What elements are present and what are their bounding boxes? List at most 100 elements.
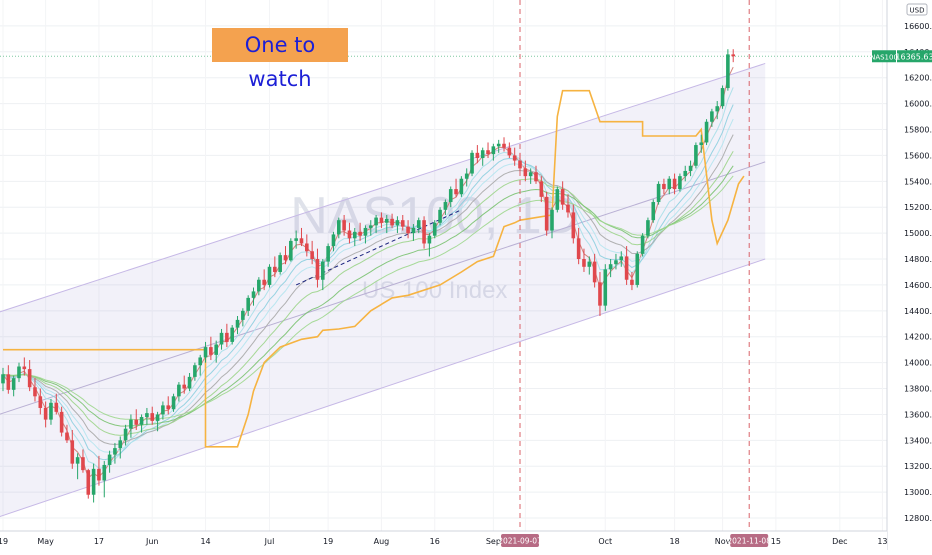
candle-down xyxy=(86,470,91,495)
candle-down xyxy=(299,238,304,244)
candle-up xyxy=(17,366,21,379)
candle-down xyxy=(38,396,43,408)
grid xyxy=(0,0,887,531)
candle-up xyxy=(614,260,618,265)
symbol-tag xyxy=(872,50,896,63)
candle-up xyxy=(416,220,421,228)
candle-down xyxy=(518,160,522,169)
candle-down xyxy=(43,407,48,420)
time-tick-label: 19 xyxy=(0,537,8,546)
price-tick-label: 13400.00 xyxy=(904,436,932,445)
candle-down xyxy=(81,457,85,471)
date-badge-label: 2021-09-07 xyxy=(498,537,542,546)
candle-down xyxy=(33,387,37,397)
price-tick-label: 12800.00 xyxy=(904,514,932,523)
candle-down xyxy=(310,251,314,260)
candle-down xyxy=(624,256,629,280)
candle-down xyxy=(576,238,581,260)
candle-up xyxy=(129,419,133,429)
candle-down xyxy=(166,405,171,410)
candle-up xyxy=(432,222,437,236)
candle-down xyxy=(209,347,213,355)
candle-up xyxy=(720,88,725,107)
candle-up xyxy=(726,54,730,89)
candle-up xyxy=(635,253,640,285)
candle-down xyxy=(390,218,394,226)
candle-up xyxy=(257,279,261,292)
candle-up xyxy=(464,173,469,179)
price-tick-label: 14600.00 xyxy=(904,281,932,290)
candle-up xyxy=(49,402,53,420)
price-tick-label: 15200.00 xyxy=(904,203,932,212)
candle-up xyxy=(704,121,709,143)
candle-down xyxy=(422,220,426,244)
candle-up xyxy=(363,227,368,236)
last-price-tag xyxy=(897,50,932,63)
candle-up xyxy=(608,264,613,270)
candle-down xyxy=(150,413,155,421)
ma-line xyxy=(2,134,734,446)
candle-up xyxy=(491,146,496,155)
candle-up xyxy=(177,384,181,397)
price-tick-label: 16000.00 xyxy=(904,100,932,109)
candle-down xyxy=(731,54,736,57)
price-tick-label: 15400.00 xyxy=(904,177,932,186)
time-tick-label: 13 xyxy=(877,537,887,546)
candle-up xyxy=(246,297,250,311)
currency-label: USD xyxy=(910,7,925,15)
candle-up xyxy=(331,234,336,247)
candle-up xyxy=(241,310,245,320)
candle-up xyxy=(75,457,80,464)
candle-up xyxy=(113,448,117,455)
candle-up xyxy=(480,150,485,159)
candle-down xyxy=(534,172,538,182)
price-tick-label: 14200.00 xyxy=(904,333,932,342)
date-badge xyxy=(501,534,540,547)
candle-up xyxy=(395,220,400,226)
ma-line xyxy=(2,165,734,427)
candle-up xyxy=(161,405,165,415)
candle-up xyxy=(619,256,624,261)
time-axis: 19 May 17 Jun 14 Jul 19 Aug 16 Sep 13 Oct 18 Nov 15 Dec… xyxy=(0,530,888,550)
candle-down xyxy=(273,266,277,272)
channel-upper-line xyxy=(0,62,766,313)
candle-down xyxy=(59,411,64,433)
candle-up xyxy=(91,468,96,495)
candle-down xyxy=(539,181,544,197)
candle-up xyxy=(555,189,560,210)
candle-down xyxy=(662,183,666,190)
candle-down xyxy=(502,143,506,148)
ma-line xyxy=(2,175,734,421)
candle-up xyxy=(651,202,656,221)
candle-up xyxy=(683,170,688,177)
time-tick-label: Dec xyxy=(832,537,847,546)
candle-up xyxy=(171,396,176,410)
candle-up xyxy=(235,319,240,328)
candle-down xyxy=(544,196,549,231)
candle-down xyxy=(22,366,27,370)
candle-up xyxy=(374,217,378,226)
candle-up xyxy=(438,209,442,223)
candle-up xyxy=(155,414,160,421)
date-badge xyxy=(730,534,769,547)
price-tick-label: 15800.00 xyxy=(904,126,932,135)
time-tick-label: 15 xyxy=(771,537,781,546)
candle-down xyxy=(70,440,75,464)
price-tick-label: 13600.00 xyxy=(904,410,932,419)
price-tick-label: 13200.00 xyxy=(904,462,932,471)
candle-down xyxy=(598,282,602,306)
candle-up xyxy=(694,145,698,166)
candle-up xyxy=(336,220,341,235)
candle-up xyxy=(203,347,208,358)
candle-up xyxy=(470,152,474,174)
time-axis-bg xyxy=(0,531,887,550)
candle-down xyxy=(523,168,528,177)
candle-up xyxy=(326,246,330,262)
orange-line xyxy=(3,89,745,448)
candle-up xyxy=(294,238,298,241)
candle-up xyxy=(102,464,107,481)
candle-down xyxy=(672,178,677,190)
candle-up xyxy=(219,332,224,345)
candle-down xyxy=(571,212,576,239)
